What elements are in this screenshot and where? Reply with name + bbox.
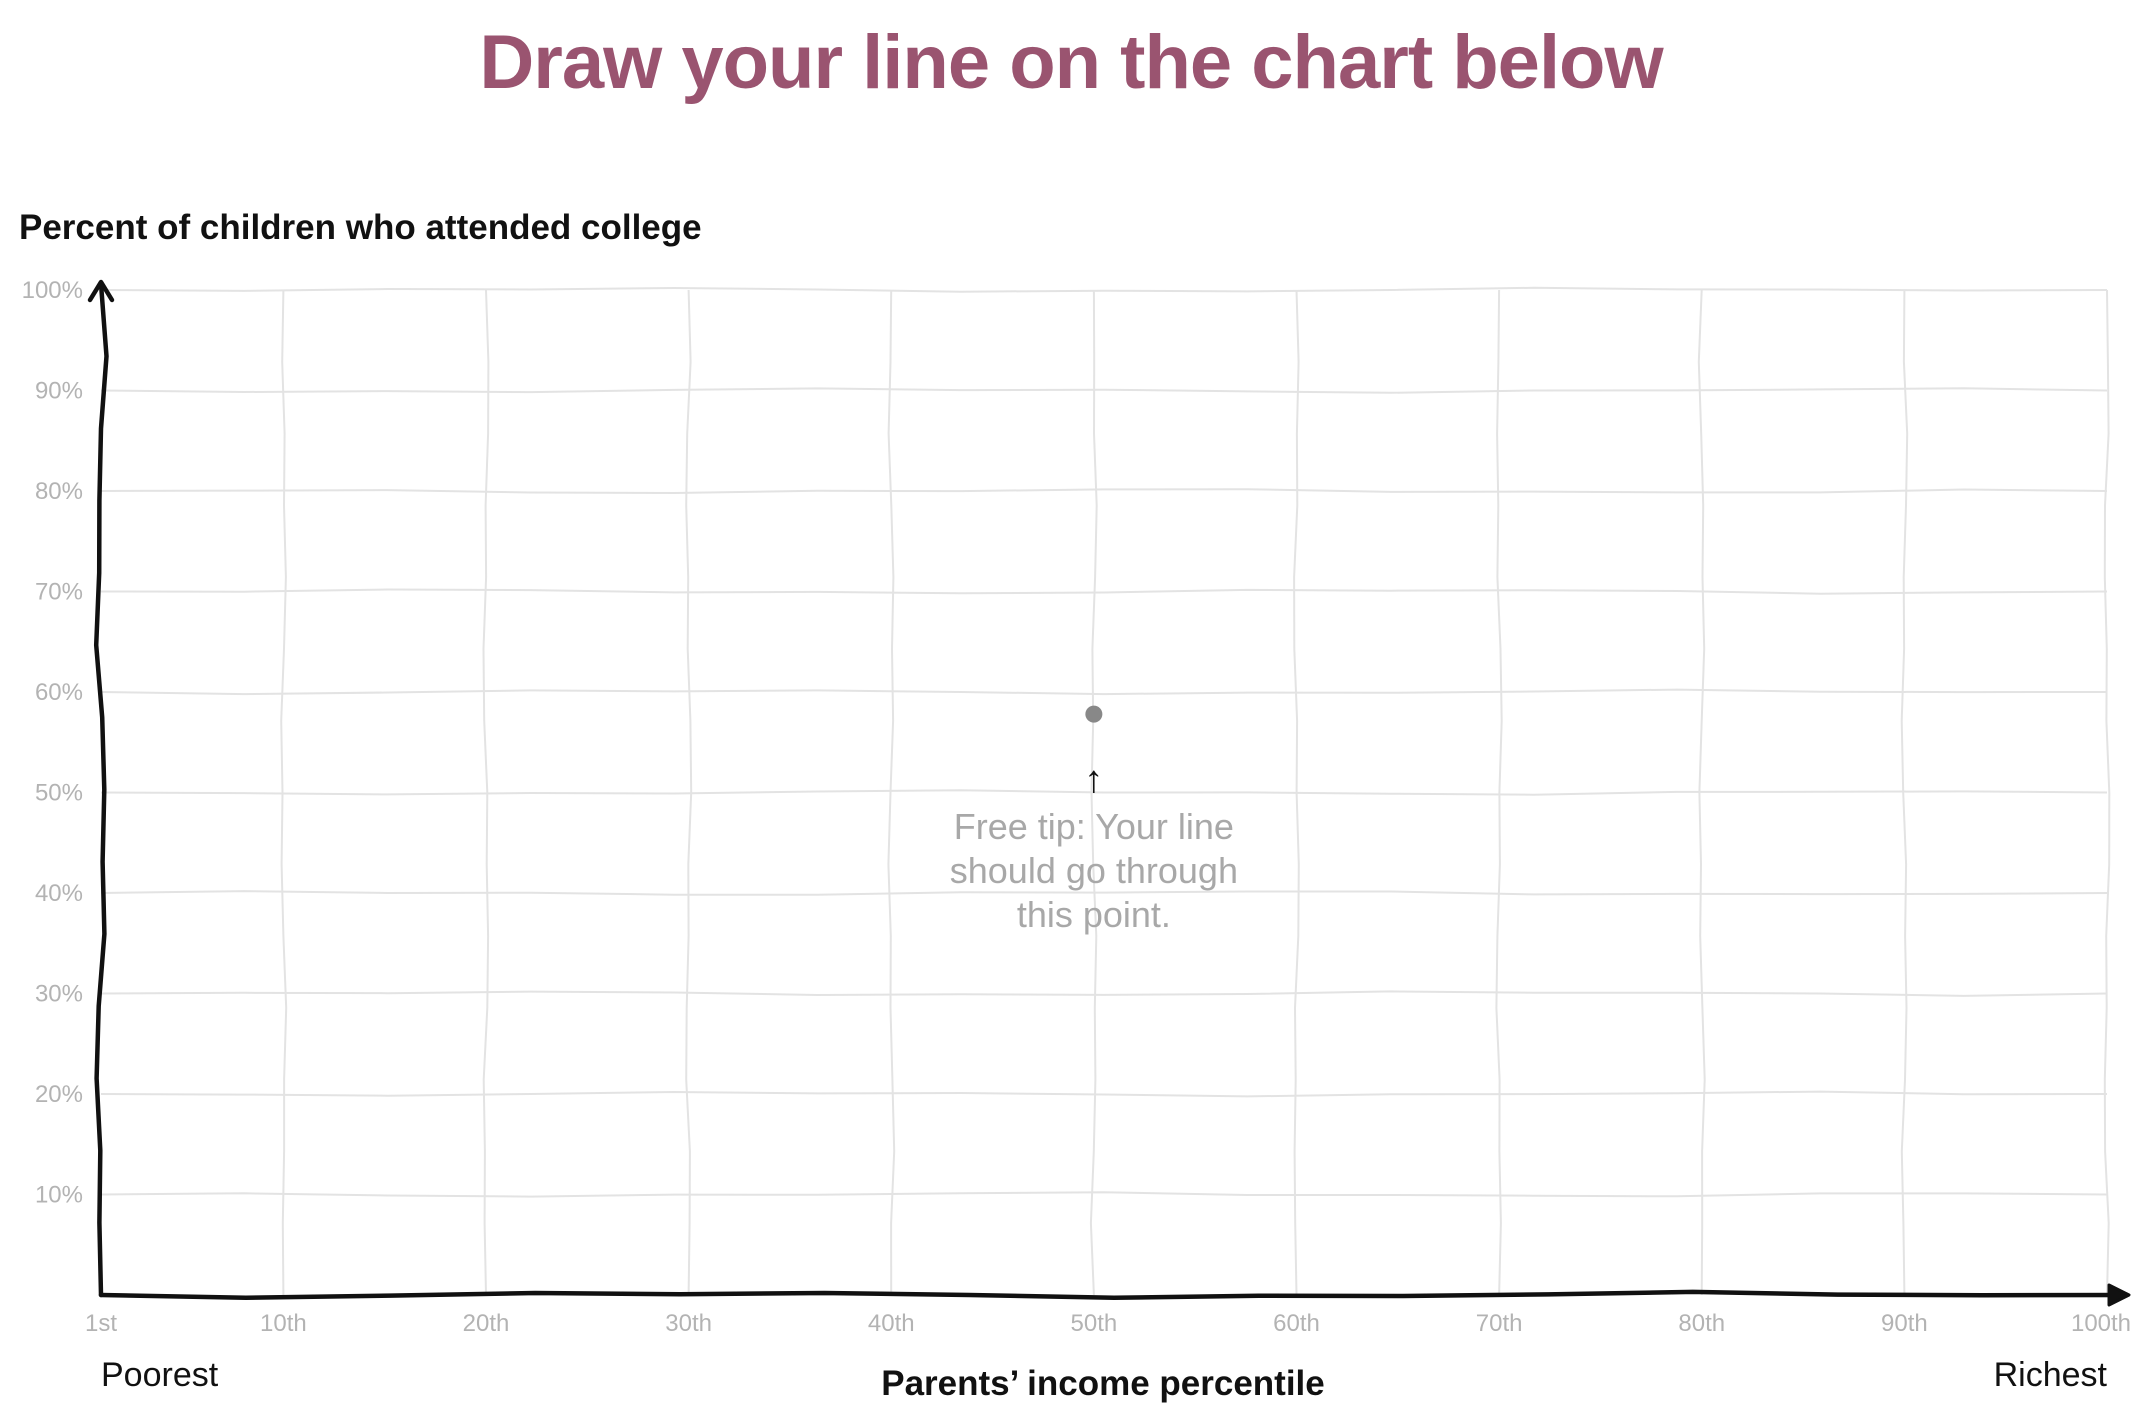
- grid-line-horizontal: [100, 890, 2108, 896]
- y-tick-label: 70%: [35, 579, 83, 606]
- x-axis-title: Parents’ income percentile: [881, 1364, 1325, 1403]
- x-axis-line: [98, 1289, 2130, 1301]
- grid-line-vertical: [1495, 289, 1503, 1296]
- y-tick-label: 80%: [35, 478, 83, 505]
- y-tick-labels: 10% 20% 30% 40% 50% 60% 70% 80% 90% 100%: [22, 277, 83, 1209]
- x-end-label-richest: Richest: [1994, 1356, 2108, 1394]
- grid-line-vertical: [1089, 289, 1098, 1296]
- grid-line-horizontal: [100, 488, 2108, 495]
- grid-line-vertical: [1697, 289, 1706, 1296]
- x-end-label-poorest: Poorest: [101, 1356, 219, 1394]
- y-tick-label: 50%: [35, 780, 83, 807]
- x-tick-label: 60th: [1273, 1310, 1320, 1337]
- x-axis-arrowhead: [2107, 1283, 2131, 1307]
- y-tick-label: 90%: [35, 378, 83, 405]
- tip-annotation: ↑ Free tip: Your line should go through …: [950, 759, 1238, 935]
- tip-line-1: Free tip: Your line: [954, 806, 1234, 847]
- grid-line-vertical: [1900, 289, 1909, 1296]
- grid-line-horizontal: [100, 387, 2108, 394]
- tip-arrow: ↑: [1084, 759, 1103, 801]
- grid-line-horizontal: [100, 286, 2108, 293]
- grid-line-vertical: [2103, 289, 2111, 1296]
- grid-line-horizontal: [100, 688, 2108, 696]
- x-tick-label: 90th: [1881, 1310, 1928, 1337]
- grid-line-vertical: [280, 289, 288, 1296]
- x-tick-labels: 1st 10th 20th 30th 40th 50th 60th 70th 80th 90th 1…: [85, 1310, 2131, 1337]
- x-tick-label: 1st: [85, 1310, 117, 1337]
- x-tick-label: 70th: [1476, 1310, 1523, 1337]
- given-point-group: [1085, 705, 1103, 723]
- tip-line-3: this point.: [1017, 894, 1171, 935]
- grid-line-horizontal: [100, 1090, 2108, 1098]
- grid-line-vertical: [1293, 289, 1300, 1296]
- y-tick-label: 20%: [35, 1081, 83, 1108]
- grid-line-vertical: [887, 289, 896, 1296]
- given-point: [1085, 705, 1103, 723]
- x-tick-label: 10th: [260, 1310, 307, 1337]
- y-axis-title: Percent of children who attended college: [19, 208, 702, 247]
- grid-line-horizontal: [100, 1191, 2108, 1198]
- chart-title: Draw your line on the chart below: [479, 20, 1663, 105]
- y-tick-label: 30%: [35, 981, 83, 1008]
- grid-lines: [100, 286, 2111, 1296]
- x-tick-label: 100th: [2071, 1310, 2131, 1337]
- y-tick-label: 100%: [22, 277, 83, 304]
- x-tick-label: 50th: [1071, 1310, 1118, 1337]
- grid-line-vertical: [685, 289, 693, 1296]
- y-tick-label: 60%: [35, 679, 83, 706]
- y-tick-label: 40%: [35, 880, 83, 907]
- grid-line-vertical: [482, 289, 490, 1296]
- x-tick-label: 80th: [1678, 1310, 1725, 1337]
- grid-line-horizontal: [100, 990, 2108, 997]
- grid-line-horizontal: [100, 588, 2108, 595]
- tip-line-2: should go through: [950, 850, 1238, 891]
- y-axis-arrowhead: [87, 279, 115, 303]
- y-axis-line: [93, 281, 109, 1298]
- y-tick-label: 10%: [35, 1182, 83, 1209]
- x-tick-label: 30th: [665, 1310, 712, 1337]
- x-tick-label: 20th: [463, 1310, 510, 1337]
- x-tick-label: 40th: [868, 1310, 915, 1337]
- grid-line-horizontal: [100, 789, 2108, 796]
- axes: [87, 279, 2131, 1307]
